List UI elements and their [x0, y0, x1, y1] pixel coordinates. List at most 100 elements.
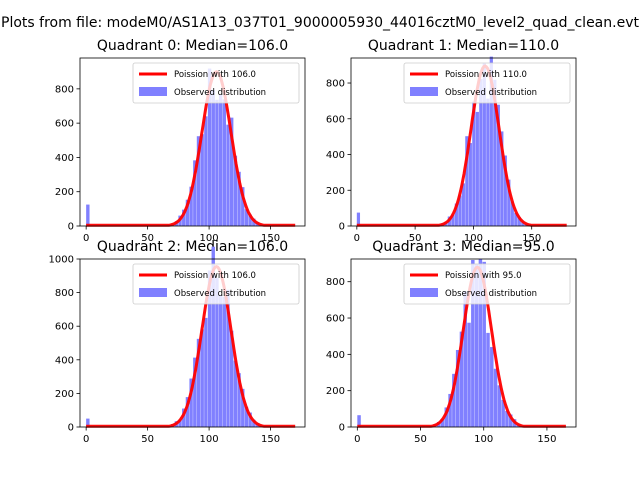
histogram-bar	[237, 171, 241, 226]
y-tick-label: 800	[55, 288, 74, 299]
subplot-quadrant-3: Quadrant 3: Median=95.0 0 50 100 150 0 200 400 6…	[326, 239, 577, 445]
histogram-bar	[226, 289, 230, 427]
histogram-bar	[215, 278, 219, 427]
histogram-bar	[489, 56, 493, 226]
x-axis-ticks: 0 50 100 150	[354, 427, 556, 445]
histogram-bar	[475, 111, 479, 226]
legend-label-observed: Observed distribution	[445, 289, 537, 299]
legend-label-poisson: Poission with 110.0	[445, 70, 527, 80]
x-tick-label: 50	[141, 233, 154, 244]
histogram-bar	[196, 338, 201, 427]
legend-label-observed: Observed distribution	[445, 88, 537, 98]
histogram-bar	[222, 99, 227, 226]
y-tick-label: 600	[55, 119, 74, 130]
x-axis-ticks: 0 50 100 150	[354, 226, 541, 244]
legend-patch-swatch	[410, 288, 438, 297]
histogram-bar	[86, 204, 90, 226]
histogram-bar	[459, 331, 464, 427]
histogram-bar	[493, 79, 497, 226]
histogram-bar	[248, 412, 252, 427]
subplot-grid: Quadrant 0: Median=106.0 0 50 100 150 0 200 400…	[49, 38, 577, 445]
legend-label-poisson: Poission with 95.0	[445, 271, 522, 281]
histogram-bar	[204, 317, 208, 427]
histogram-bar	[490, 347, 494, 427]
histogram-bar	[244, 209, 249, 226]
histogram-bar	[505, 410, 509, 427]
histogram-bar	[189, 186, 193, 226]
histogram-bar	[472, 101, 476, 226]
histogram-bar	[356, 212, 361, 226]
legend: Poission with 106.0 Observed distribution	[132, 62, 300, 104]
histogram-bar	[474, 264, 479, 427]
histogram-bar	[241, 187, 245, 226]
x-axis-ticks: 0 50 100 150	[83, 226, 280, 244]
histogram-bar	[185, 199, 190, 226]
observed-histogram	[86, 68, 274, 227]
histogram-bar	[218, 94, 223, 226]
legend-label-observed: Observed distribution	[174, 88, 266, 98]
histogram-bar	[463, 291, 467, 427]
y-tick-label: 200	[326, 386, 345, 397]
histogram-bar	[193, 160, 197, 226]
histogram-bar	[252, 419, 256, 427]
histogram-bar	[497, 385, 502, 427]
histogram-bar	[233, 360, 238, 427]
histogram-bar	[207, 270, 212, 427]
axes-frame	[79, 57, 306, 227]
histogram-bar	[193, 357, 197, 427]
legend-frame	[403, 62, 571, 104]
histogram-bar	[204, 116, 208, 226]
histogram-bar	[514, 212, 518, 226]
histogram-bar	[461, 183, 465, 226]
legend-frame	[132, 263, 300, 305]
histogram-bar	[451, 214, 455, 226]
axes-frame	[79, 258, 306, 428]
histogram-bar	[444, 407, 449, 427]
histogram-bar	[468, 143, 472, 226]
y-axis-ticks: 0 200 400 600 800	[326, 79, 351, 233]
histogram-bar	[458, 195, 462, 226]
legend-frame	[403, 263, 571, 305]
legend: Poission with 110.0 Observed distribution	[403, 62, 571, 104]
histogram-bar	[479, 78, 483, 226]
x-tick-label: 50	[409, 233, 422, 244]
y-tick-label: 400	[326, 150, 345, 161]
y-tick-label: 200	[55, 187, 74, 198]
observed-histogram	[86, 246, 274, 427]
histogram-bar	[471, 259, 475, 427]
histogram-bar	[200, 134, 204, 226]
subplot-title: Quadrant 0: Median=106.0	[97, 38, 288, 54]
histogram-bar	[454, 203, 458, 226]
y-tick-label: 600	[326, 114, 345, 125]
histogram-bar	[500, 131, 504, 226]
y-axis-ticks: 0 200 400 600 800 1000	[49, 255, 80, 434]
histogram-bar	[218, 295, 223, 427]
histogram-bar	[222, 296, 227, 427]
x-tick-label: 150	[522, 233, 541, 244]
observed-histogram	[356, 56, 542, 226]
histogram-bar	[200, 329, 204, 427]
histogram-bar	[241, 388, 245, 427]
histogram-bar	[482, 261, 486, 427]
poisson-curve	[356, 64, 567, 227]
x-tick-label: 150	[261, 233, 280, 244]
poisson-curve	[86, 264, 296, 428]
poisson-curve	[357, 265, 566, 428]
histogram-bar	[496, 104, 500, 226]
y-tick-label: 800	[55, 84, 74, 95]
histogram-bar	[509, 414, 513, 427]
y-tick-label: 0	[339, 222, 345, 233]
legend: Poission with 106.0 Observed distribution	[132, 263, 300, 305]
legend-patch-swatch	[139, 87, 167, 96]
legend-patch-swatch	[139, 288, 167, 297]
y-tick-label: 600	[55, 322, 74, 333]
histogram-bar	[510, 201, 514, 226]
histogram-bar	[233, 155, 238, 226]
y-axis-ticks: 0 200 400 600 800	[326, 277, 351, 434]
histogram-bar	[467, 322, 471, 427]
poisson-curve	[86, 70, 296, 227]
y-tick-label: 400	[55, 355, 74, 366]
histogram-bar	[521, 221, 525, 226]
figure-suptitle: Plots from file: modeM0/AS1A13_037T01_90…	[1, 15, 639, 31]
